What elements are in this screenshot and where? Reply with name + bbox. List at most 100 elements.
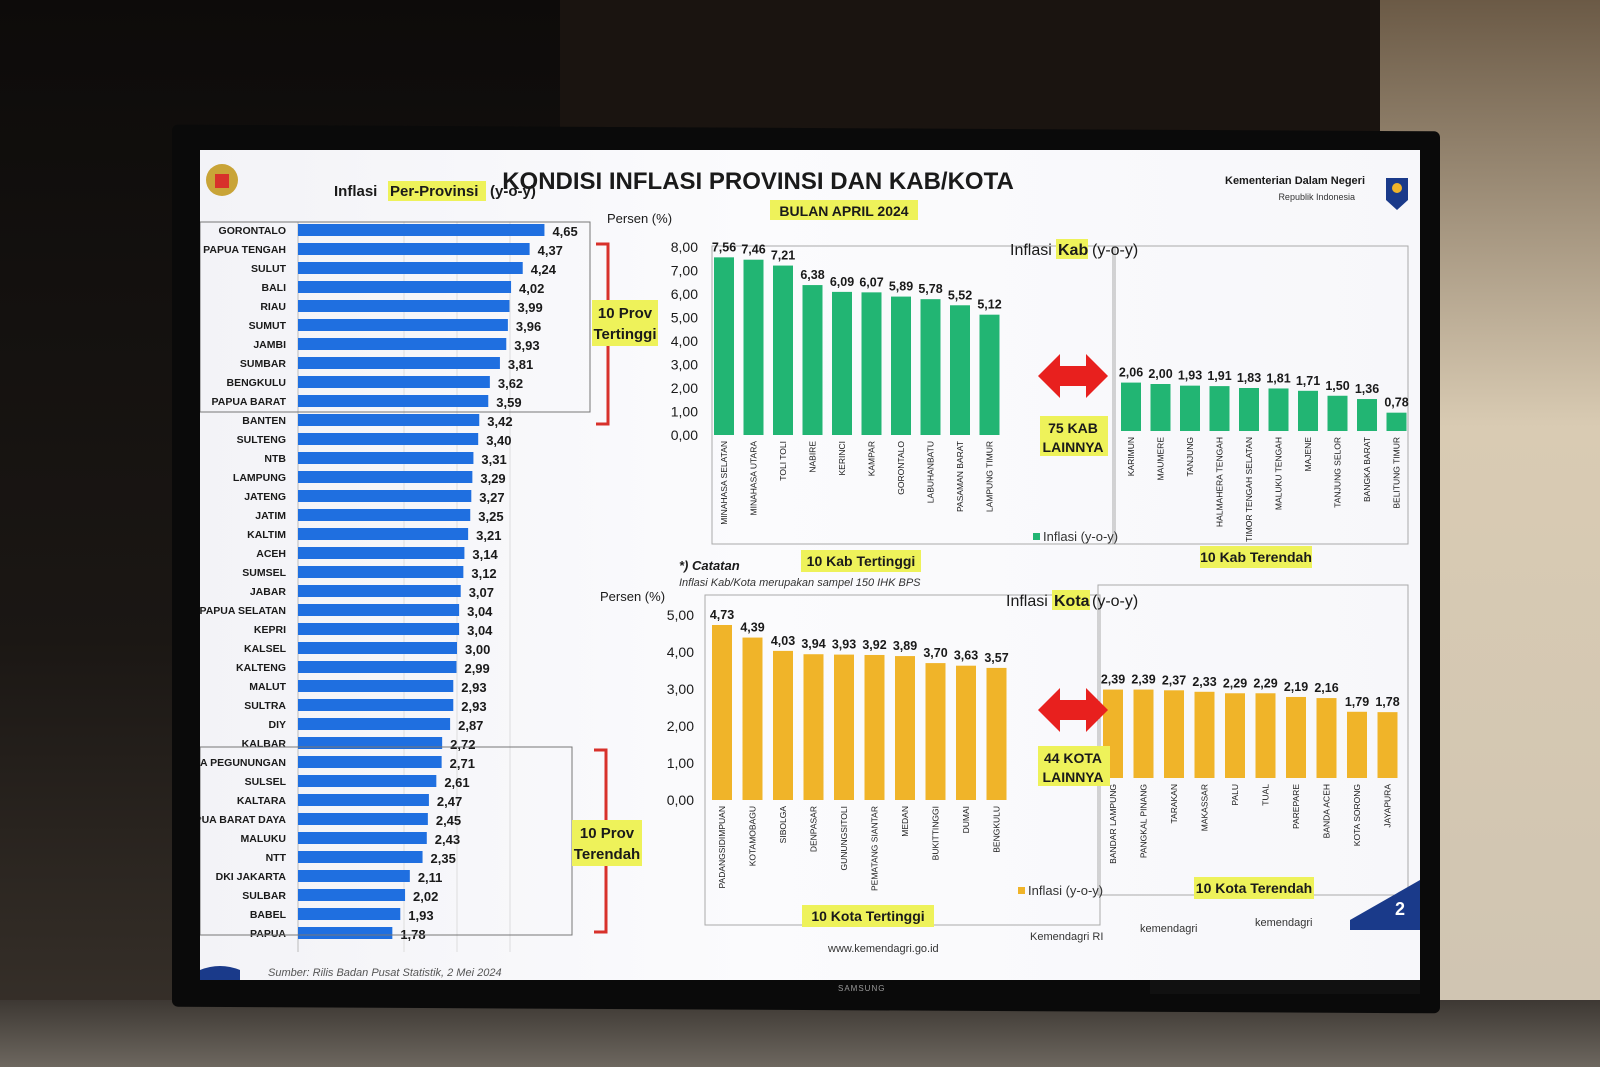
column-value-label: 2,06: [1119, 366, 1143, 380]
prov-bar: [298, 262, 523, 274]
prov-category-label: PAPUA BARAT: [212, 396, 287, 408]
column-bar: [834, 654, 854, 800]
column-bar: [773, 265, 793, 435]
prov-value-label: 3,04: [467, 604, 493, 619]
column-bar: [802, 285, 823, 435]
prov-category-label: BENGKULU: [227, 377, 287, 389]
prov-category-label: JATENG: [244, 491, 286, 503]
column-category-label: MAJENE: [1303, 437, 1313, 472]
y-tick-label: 5,00: [667, 607, 694, 623]
kota-title-prefix: Inflasi: [1006, 593, 1048, 610]
kemendagri-logo-icon: [1386, 178, 1408, 210]
column-bar: [773, 650, 793, 800]
column-category-label: BANGKA BARAT: [1362, 437, 1372, 502]
column-bar: [1298, 390, 1318, 431]
provinsi-title-highlighted: Per-Provinsi: [390, 183, 478, 200]
column-category-label: PAREPARE: [1291, 784, 1301, 829]
column-category-label: MINAHASA UTARA: [749, 441, 759, 516]
column-category-label: MINAHASA SELATAN: [719, 441, 729, 525]
prov-value-label: 1,93: [408, 908, 433, 923]
kota-top-label-highlight: [802, 905, 934, 927]
column-value-label: 0,78: [1384, 396, 1408, 410]
prov-top-label-line2: Tertinggi: [593, 326, 656, 343]
prov-category-label: SULSEL: [245, 776, 287, 788]
prov-bar: [298, 300, 510, 312]
ministry-subname: Republik Indonesia: [1278, 192, 1355, 202]
prov-bar: [298, 357, 500, 369]
column-bar: [832, 291, 852, 435]
column-value-label: 1,93: [1178, 369, 1202, 383]
column-value-label: 6,09: [830, 275, 854, 289]
column-category-label: PADANGSIDIMPUAN: [717, 806, 727, 889]
column-value-label: 7,21: [771, 249, 795, 263]
column-value-label: 1,71: [1296, 374, 1320, 388]
kab-title-highlight: [1056, 239, 1088, 259]
prov-value-label: 3,21: [476, 528, 501, 543]
column-value-label: 2,29: [1253, 676, 1277, 690]
y-tick-label: 2,00: [667, 718, 694, 734]
prov-category-label: PAPUA SELATAN: [200, 605, 286, 617]
tv-brand-logo: SAMSUNG: [838, 984, 886, 993]
prov-category-label: BABEL: [250, 909, 287, 921]
note-text: Inflasi Kab/Kota merupakan sampel 150 IH…: [679, 577, 921, 589]
column-bar: [1133, 689, 1154, 778]
prov-value-label: 2,72: [450, 737, 475, 752]
prov-category-label: SULBAR: [242, 890, 286, 902]
prov-bar: [298, 889, 406, 901]
column-value-label: 3,94: [801, 637, 825, 651]
column-bar: [986, 667, 1007, 800]
column-bar: [1180, 385, 1200, 431]
prov-value-label: 4,37: [538, 243, 563, 258]
kota-title-highlight: [1052, 590, 1090, 610]
prov-category-label: PUA BARAT DAYA: [200, 814, 286, 826]
footer-source: Sumber: Rilis Badan Pusat Statistik, 2 M…: [268, 967, 502, 979]
kota-top-group-label: 10 Kota Tertinggi: [811, 908, 924, 924]
prov-value-label: 3,31: [481, 452, 506, 467]
prov-value-label: 4,02: [519, 281, 544, 296]
column-bar: [1164, 690, 1184, 778]
column-category-label: PASAMAN BARAT: [955, 441, 965, 512]
column-category-label: JAYAPURA: [1383, 784, 1393, 828]
column-bar: [1194, 691, 1215, 778]
prov-value-label: 3,27: [479, 490, 504, 505]
prov-category-label: JAMBI: [253, 339, 286, 351]
prov-value-label: 2,93: [461, 680, 486, 695]
column-category-label: KAMPAR: [867, 441, 877, 476]
ministry-name: Kementerian Dalam Negeri: [1225, 175, 1365, 187]
prov-bar: [298, 243, 530, 255]
column-category-label: MEDAN: [900, 806, 910, 837]
y-tick-label: 1,00: [667, 755, 694, 771]
prov-bar: [298, 851, 423, 863]
column-value-label: 5,52: [948, 288, 972, 302]
prov-bar: [298, 433, 479, 445]
y-tick-label: 5,00: [671, 310, 698, 326]
column-category-label: SIBOLGA: [778, 806, 788, 844]
prov-value-label: 2,11: [418, 870, 443, 885]
garuda-emblem-icon: [206, 164, 238, 196]
column-value-label: 4,39: [740, 621, 764, 635]
kab-top-label-highlight: [801, 550, 921, 572]
prov-category-label: ACEH: [256, 548, 286, 560]
column-value-label: 2,00: [1148, 367, 1172, 381]
column-bar: [1268, 388, 1289, 431]
prov-value-label: 3,12: [471, 566, 496, 581]
y-tick-label: 1,00: [671, 404, 698, 420]
column-category-label: LAMPUNG TIMUR: [985, 441, 995, 512]
y-tick-label: 3,00: [667, 681, 694, 697]
prov-bar: [298, 927, 393, 939]
prov-bar: [298, 623, 460, 635]
column-value-label: 2,33: [1192, 675, 1216, 689]
footer-twitter: kemendagri: [1140, 923, 1197, 935]
prov-value-label: 2,99: [464, 661, 489, 676]
column-value-label: 1,78: [1375, 695, 1399, 709]
tv-stand: [1150, 980, 1420, 994]
prov-category-label: GORONTALO: [219, 225, 286, 237]
column-category-label: HALMAHERA TENGAH: [1215, 437, 1225, 527]
column-value-label: 2,39: [1131, 673, 1155, 687]
column-value-label: 4,73: [710, 608, 734, 622]
slide-title: KONDISI INFLASI PROVINSI DAN KAB/KOTA: [502, 168, 1014, 195]
prov-bar: [298, 281, 512, 293]
y-tick-label: 4,00: [667, 644, 694, 660]
kab-legend-label: Inflasi (y-o-y): [1043, 529, 1118, 544]
prov-value-label: 3,93: [514, 338, 539, 353]
